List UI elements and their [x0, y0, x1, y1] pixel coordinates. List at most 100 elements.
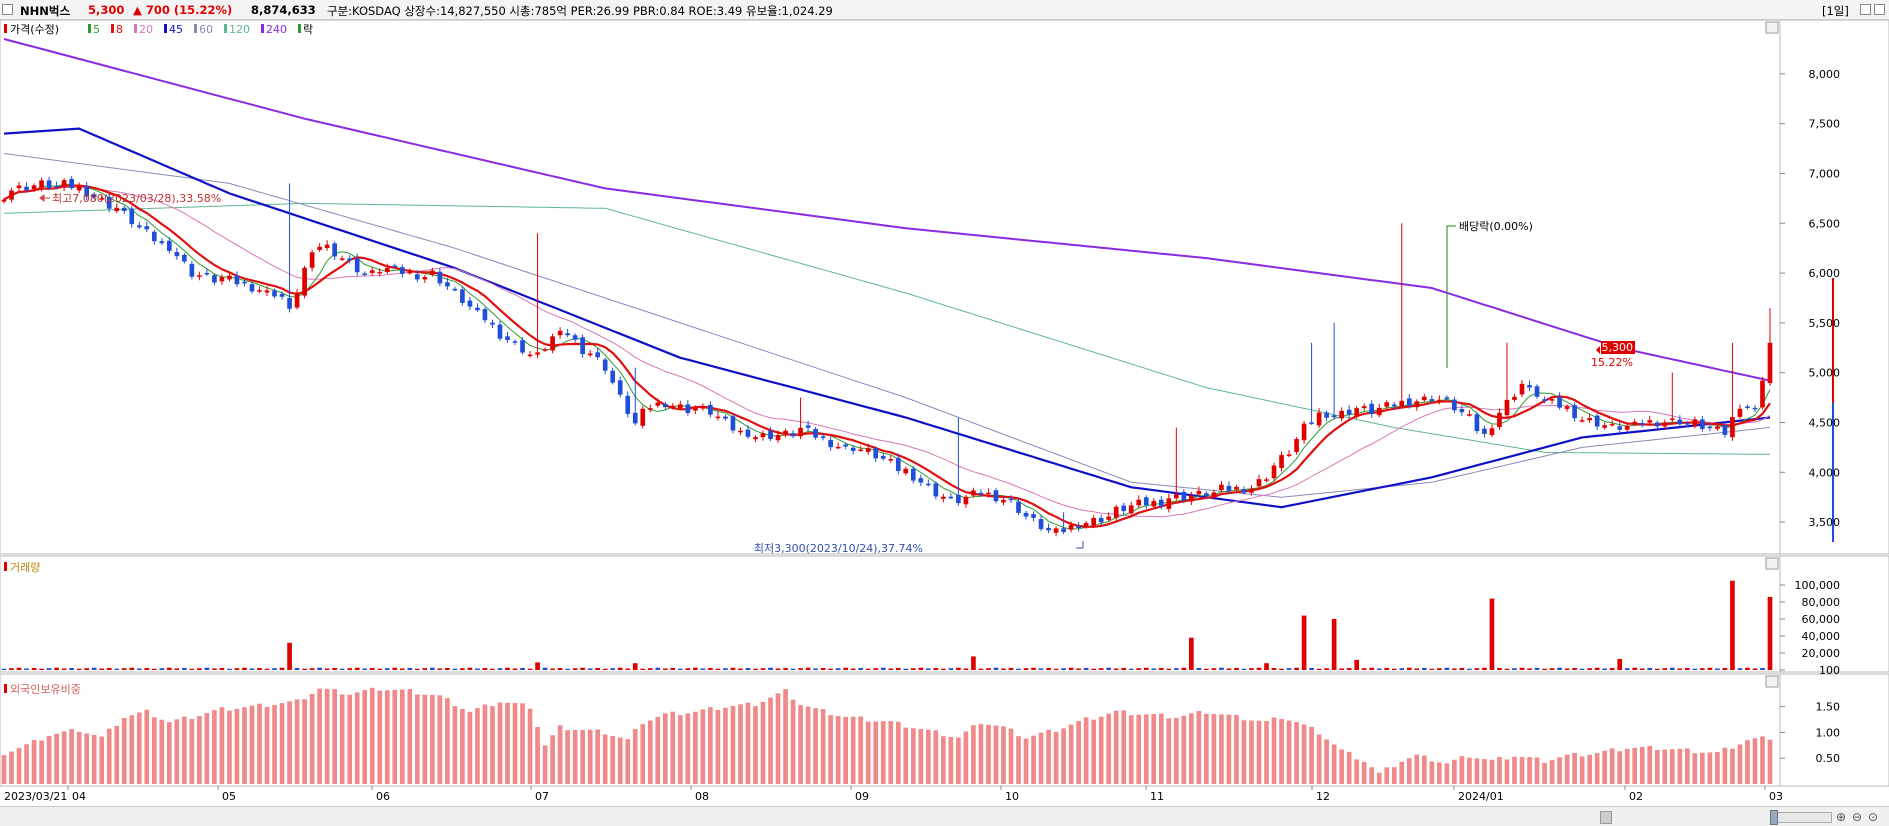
zoom-slider[interactable] [1770, 812, 1832, 823]
foreign-bar [572, 730, 578, 784]
volume-bar [121, 668, 127, 670]
foreign-bar [948, 736, 954, 784]
foreign-bar [1189, 713, 1194, 784]
volume-bar [1053, 668, 1059, 670]
foreign-bar [678, 715, 683, 784]
foreign-bar [715, 709, 721, 784]
foreign-bar [1204, 713, 1209, 784]
candle-body [1316, 412, 1322, 426]
volume-bar [84, 668, 89, 670]
scroll-left-button[interactable] [1600, 811, 1612, 824]
foreign-bar [129, 715, 135, 784]
volume-y-tick-label: 80,000 [1802, 596, 1841, 609]
foreign-bar [1061, 728, 1066, 784]
foreign-bar [873, 721, 879, 784]
candle-body [1692, 419, 1698, 427]
candle-body [39, 180, 44, 188]
high-arrow-icon [39, 194, 50, 202]
restore-icon[interactable] [1860, 4, 1871, 15]
price-marker-box [1601, 341, 1635, 354]
volume-bar [520, 667, 525, 670]
ma45-line [3, 127, 1771, 509]
ma20-legend-label: 20 [139, 23, 153, 36]
foreign-bar [535, 727, 540, 784]
foreign-bar [1437, 762, 1442, 784]
volume-bar [212, 668, 217, 670]
foreign-bar [1549, 760, 1555, 784]
foreign-bar [850, 716, 856, 784]
candle-body [971, 490, 976, 496]
foreign-bar [332, 689, 337, 784]
candle-body [903, 468, 909, 474]
foreign-bar [264, 706, 270, 784]
candle-body [1685, 423, 1690, 425]
volume-bar [843, 667, 848, 670]
volume-bar [565, 668, 570, 670]
volume-bar [602, 668, 608, 670]
close-icon[interactable] [1874, 4, 1885, 15]
foreign-bar [490, 706, 495, 784]
zoom-out-icon[interactable]: ⊖ [1852, 810, 1863, 824]
foreign-bar [790, 699, 796, 784]
candle-body [144, 226, 150, 230]
candle-body [753, 437, 758, 440]
volume-bar [805, 667, 811, 670]
foreign-bar [1452, 759, 1457, 784]
volume-bar [775, 668, 781, 670]
zoom-slider-thumb[interactable] [1770, 810, 1778, 825]
foreign-bar [219, 707, 225, 784]
volume-bar [1219, 667, 1224, 670]
candle-body [910, 468, 916, 481]
foreign-bar [61, 731, 67, 784]
foreign-bar [1384, 767, 1390, 784]
volume-bar [1023, 668, 1029, 670]
volume-bar [1444, 667, 1450, 670]
foreign-bar [1579, 756, 1585, 784]
volume-bar [835, 668, 841, 670]
foreign-bar [1414, 754, 1420, 784]
volume-bar [257, 667, 262, 670]
zoom-in-icon[interactable]: ⊕ [1836, 810, 1847, 824]
ma5-legend-swatch [88, 24, 91, 33]
candle-body [587, 353, 593, 356]
info-checkbox[interactable] [2, 4, 13, 15]
volume-bar [1008, 667, 1014, 670]
volume-bar [174, 668, 180, 670]
candle-body [715, 416, 721, 419]
candle-body [414, 274, 420, 280]
volume-bar [1474, 668, 1480, 670]
candle-body [1016, 501, 1021, 513]
candle-body [678, 404, 683, 409]
candle-body [1294, 439, 1299, 453]
foreign-bar [249, 705, 255, 784]
volume-bar [272, 668, 277, 670]
candle-body [1136, 499, 1142, 506]
foreign-bar [1226, 714, 1232, 784]
candle-body [430, 270, 435, 275]
zoom-reset-icon[interactable]: ⊙ [1868, 810, 1879, 824]
candle-body [813, 428, 818, 438]
volume-bar [1715, 668, 1720, 670]
period-selector[interactable]: [1일] [1822, 4, 1849, 18]
candle-body [9, 190, 14, 200]
foreign-bar [1106, 713, 1112, 784]
volume-panel-maximize-button[interactable] [1765, 557, 1779, 570]
foreign-bar [1264, 721, 1269, 784]
candle-body [790, 433, 796, 437]
foreign-bar [76, 731, 82, 784]
foreign-bar [963, 731, 969, 784]
volume-bar [1001, 668, 1006, 670]
candle-body [557, 330, 563, 336]
foreign-panel-maximize-button[interactable] [1765, 675, 1779, 688]
candle-body [452, 288, 458, 291]
x-tick-label: 02 [1629, 790, 1643, 803]
candle-body [1046, 527, 1051, 531]
volume-bar [159, 668, 165, 670]
foreign-bar [693, 711, 698, 784]
volume-bar [1677, 668, 1683, 670]
foreign-bar [422, 694, 428, 784]
price-panel-maximize-button[interactable] [1765, 21, 1779, 34]
foreign-bar [1151, 713, 1157, 784]
volume-legend-swatch [4, 562, 7, 571]
candle-body [1219, 484, 1224, 491]
